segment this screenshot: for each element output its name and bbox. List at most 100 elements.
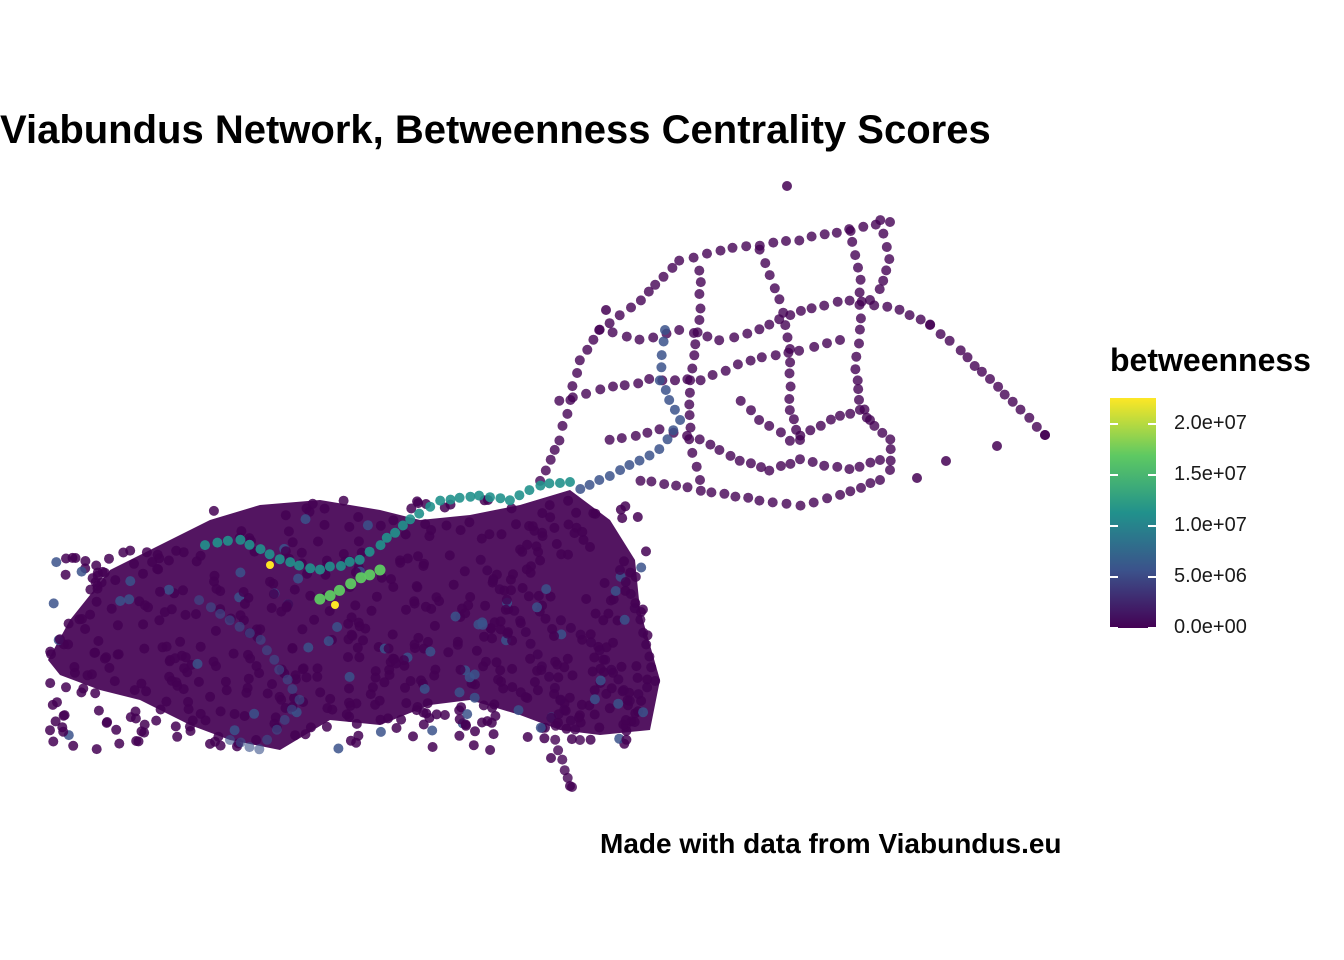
- network-node: [706, 487, 717, 498]
- network-node: [537, 527, 548, 538]
- network-node: [856, 482, 866, 493]
- network-node: [764, 465, 775, 476]
- network-node: [854, 394, 864, 405]
- network-node: [629, 603, 640, 614]
- network-node: [595, 384, 606, 395]
- network-node: [595, 663, 606, 674]
- network-node: [660, 325, 670, 335]
- network-node: [353, 536, 364, 547]
- legend-tick-mark: [1110, 473, 1118, 476]
- plot-title: Viabundus Network, Betweenness Centralit…: [0, 108, 991, 152]
- network-node: [448, 579, 459, 590]
- network-node: [566, 734, 577, 745]
- network-node: [694, 289, 705, 299]
- network-node: [130, 713, 141, 724]
- network-node: [730, 491, 741, 502]
- network-node: [431, 709, 442, 720]
- network-node: [782, 181, 792, 191]
- network-node: [992, 441, 1002, 451]
- network-node: [134, 596, 145, 607]
- network-node: [540, 613, 551, 624]
- network-node: [502, 628, 513, 639]
- network-node: [484, 529, 495, 540]
- network-node: [778, 307, 789, 318]
- network-node: [179, 663, 190, 674]
- network-node: [76, 566, 87, 577]
- network-node: [865, 295, 875, 305]
- network-node: [962, 352, 973, 363]
- network-node: [515, 615, 526, 626]
- network-node: [161, 696, 172, 707]
- network-node: [545, 512, 556, 523]
- network-node: [822, 493, 833, 504]
- network-node: [809, 341, 820, 352]
- network-node: [460, 608, 471, 619]
- network-node: [667, 262, 678, 273]
- network-node: [546, 753, 556, 763]
- network-node: [615, 504, 626, 515]
- network-node: [488, 729, 499, 740]
- network-node: [540, 465, 551, 476]
- network-node: [80, 556, 91, 566]
- network-node: [904, 310, 915, 321]
- network-node: [845, 486, 856, 497]
- network-node: [549, 682, 560, 693]
- network-node: [656, 362, 667, 373]
- network-node: [420, 601, 431, 612]
- network-node: [795, 305, 806, 316]
- network-node: [239, 711, 250, 721]
- network-node: [353, 512, 364, 522]
- network-node: [885, 455, 896, 466]
- network-node: [608, 381, 618, 392]
- network-node: [764, 420, 775, 431]
- network-node: [235, 610, 246, 621]
- network-node: [45, 646, 56, 657]
- network-node: [353, 730, 364, 741]
- network-node: [616, 433, 627, 444]
- network-node: [852, 375, 863, 386]
- caption: Made with data from Viabundus.eu: [600, 828, 1062, 859]
- network-node: [594, 722, 605, 733]
- network-node: [220, 676, 231, 687]
- network-node: [341, 709, 352, 720]
- network-node: [553, 672, 564, 683]
- network-node: [764, 319, 775, 330]
- network-node: [807, 457, 818, 467]
- network-node: [775, 427, 786, 438]
- network-node: [578, 534, 589, 545]
- network-node: [475, 554, 486, 565]
- network-node: [193, 676, 204, 687]
- network-node: [565, 477, 575, 487]
- network-node: [63, 639, 74, 650]
- network-node: [279, 714, 290, 725]
- network-node: [756, 462, 766, 473]
- network-node: [312, 671, 323, 682]
- network-node: [455, 664, 466, 675]
- network-node: [496, 529, 507, 540]
- network-node: [185, 726, 196, 736]
- network-node: [315, 564, 325, 575]
- network-node: [588, 508, 599, 519]
- network-node: [490, 711, 501, 721]
- network-node: [335, 561, 346, 571]
- network-node: [634, 334, 645, 345]
- network-node: [585, 734, 596, 745]
- network-node: [781, 498, 792, 509]
- network-node: [251, 735, 262, 745]
- network-node: [297, 664, 308, 675]
- legend-tick-label: 1.5e+07: [1174, 462, 1247, 485]
- network-node: [485, 492, 495, 503]
- network-node: [550, 656, 561, 667]
- network-node: [200, 715, 211, 726]
- network-node: [694, 265, 705, 276]
- network-node: [644, 450, 655, 461]
- network-node: [641, 639, 652, 650]
- network-node: [695, 485, 706, 496]
- network-node: [850, 250, 861, 261]
- network-node: [642, 674, 653, 685]
- network-node: [529, 677, 540, 687]
- network-node: [222, 535, 233, 546]
- network-node: [332, 622, 343, 632]
- network-node: [477, 619, 488, 630]
- network-node: [244, 539, 255, 550]
